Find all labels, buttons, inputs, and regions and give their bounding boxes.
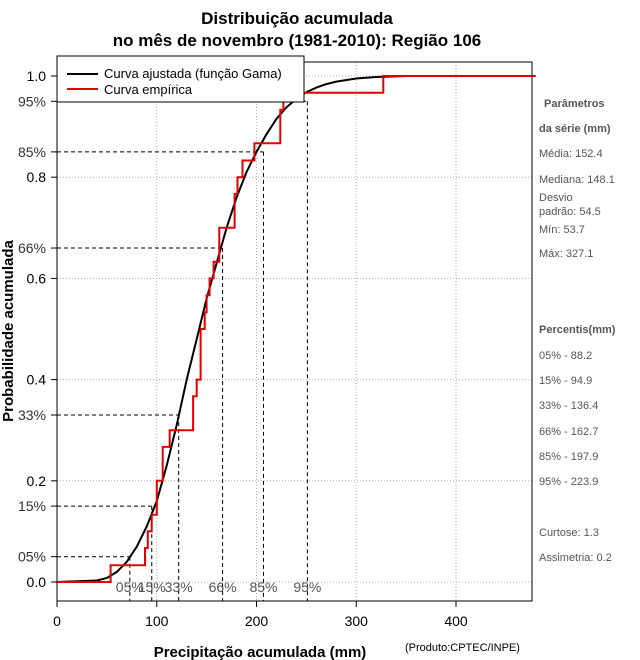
x-tick-label: 200 (245, 613, 269, 629)
plot-frame (56, 61, 533, 602)
y-tick-label: 1.0 (27, 68, 47, 84)
empirical-step-curve (57, 75, 536, 583)
x-tick-label: 300 (345, 613, 369, 629)
param-mediana: Mediana: 148.1 (539, 174, 615, 186)
percentis-title: Percentis(mm) (539, 324, 616, 336)
x-axis-label: Precipitação acumulada (mm) (154, 644, 367, 660)
x-percentile-label: 85% (249, 579, 277, 595)
y-tick-label: 0.2 (27, 473, 47, 489)
legend: Curva ajustada (função Gama) Curva empír… (56, 55, 305, 103)
y-tick-label: 0.4 (27, 372, 47, 388)
y-percentile-labels: 05% 15% 33% 66% 85% 95% (18, 93, 57, 565)
percentil-15: 15% - 94.9 (539, 375, 592, 387)
param-media: Média: 152.4 (539, 148, 603, 160)
assimetria-label: Assimetria: 0.2 (539, 552, 612, 564)
legend-label-empirical: Curva empírica (104, 82, 193, 97)
param-max: Máx: 327.1 (539, 248, 593, 260)
params-title-2: da série (mm) (539, 123, 611, 135)
x-percentile-label: 66% (209, 579, 237, 595)
y-percentile-label: 95% (18, 93, 46, 109)
x-percentile-label: 05% (116, 579, 144, 595)
y-axis: 0.0 0.2 0.4 0.6 0.8 1.0 (27, 68, 58, 590)
x-percentile-label: 15% (138, 579, 166, 595)
params-title-1: Parâmetros (544, 98, 605, 110)
percentil-66: 66% - 162.7 (539, 426, 598, 438)
percentil-05: 05% - 88.2 (539, 350, 592, 362)
side-panel: Parâmetros da série (mm) Média: 152.4 Me… (539, 98, 616, 564)
y-axis-label: Probabilidade acumulada (0, 239, 17, 421)
y-tick-label: 0.8 (27, 169, 47, 185)
y-percentile-label: 85% (18, 144, 46, 160)
y-percentile-label: 66% (18, 240, 46, 256)
y-percentile-label: 15% (18, 498, 46, 514)
legend-label-fitted: Curva ajustada (função Gama) (104, 66, 282, 81)
grid-lines (56, 62, 532, 601)
curtose-label: Curtose: 1.3 (539, 527, 599, 539)
param-desvio-1: Desvio (539, 192, 573, 204)
percentil-95: 95% - 223.9 (539, 476, 598, 488)
x-axis: 0 100 200 300 400 (53, 600, 468, 629)
percentil-33: 33% - 136.4 (539, 400, 598, 412)
chart-title-line-2: no mês de novembro (1981-2010): Região 1… (113, 31, 481, 50)
y-percentile-label: 33% (18, 407, 46, 423)
y-percentile-label: 05% (18, 549, 46, 565)
x-tick-label: 0 (53, 613, 61, 629)
chart-title-line-1: Distribuição acumulada (201, 9, 393, 28)
y-tick-label: 0.0 (27, 574, 47, 590)
x-percentile-label: 33% (165, 579, 193, 595)
param-desvio-2: padrão: 54.5 (539, 206, 601, 218)
percentile-reference-lines (57, 100, 308, 601)
param-min: Mín: 53.7 (539, 224, 585, 236)
fitted-gamma-curve (56, 75, 456, 583)
percentil-85: 85% - 197.9 (539, 451, 598, 463)
legend-box (56, 55, 305, 103)
x-tick-label: 400 (444, 613, 468, 629)
y-tick-label: 0.6 (27, 270, 47, 286)
x-tick-label: 100 (145, 613, 169, 629)
series-layer (56, 75, 536, 583)
x-percentile-labels: 05%15%33% 66% 85% 95% (116, 579, 322, 595)
x-percentile-label: 95% (293, 579, 321, 595)
credit-label: (Produto:CPTEC/INPE) (405, 642, 520, 654)
